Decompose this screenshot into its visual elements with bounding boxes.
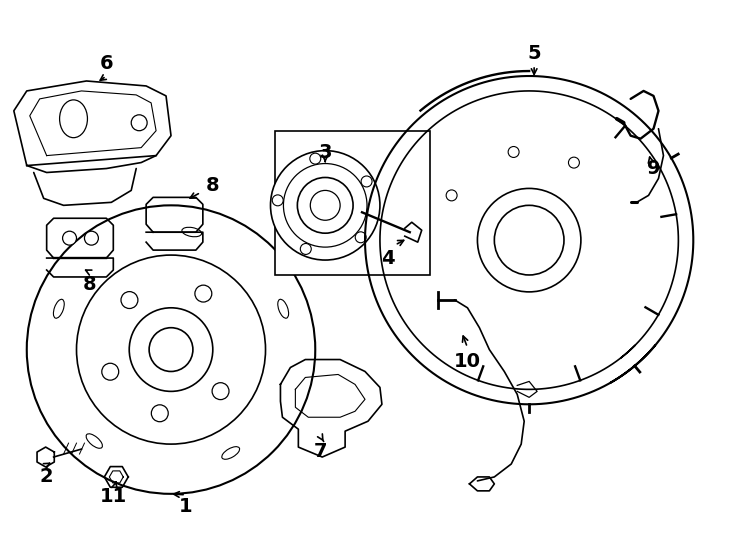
Circle shape	[494, 205, 564, 275]
Ellipse shape	[131, 115, 147, 131]
Circle shape	[272, 195, 283, 206]
Circle shape	[297, 178, 353, 233]
Circle shape	[310, 191, 340, 220]
Bar	[275, 131, 429, 275]
Text: 10: 10	[454, 352, 481, 371]
Circle shape	[568, 157, 579, 168]
Text: 4: 4	[381, 248, 395, 267]
Text: 1: 1	[179, 497, 193, 516]
Ellipse shape	[86, 434, 103, 448]
Text: 11: 11	[100, 487, 127, 507]
Text: 6: 6	[100, 53, 113, 72]
Circle shape	[271, 151, 380, 260]
Circle shape	[310, 153, 321, 164]
Ellipse shape	[182, 227, 202, 237]
Text: 7: 7	[313, 442, 327, 461]
Circle shape	[361, 176, 372, 187]
Ellipse shape	[222, 447, 239, 460]
Text: 8: 8	[206, 176, 219, 195]
Ellipse shape	[277, 299, 288, 318]
Text: 8: 8	[83, 275, 96, 294]
Circle shape	[84, 231, 98, 245]
Ellipse shape	[59, 100, 87, 138]
Circle shape	[446, 190, 457, 201]
Circle shape	[508, 146, 519, 158]
Text: 2: 2	[40, 468, 54, 487]
Circle shape	[283, 164, 367, 247]
Circle shape	[477, 188, 581, 292]
Text: 5: 5	[527, 44, 541, 63]
Ellipse shape	[54, 299, 65, 318]
Text: 9: 9	[647, 159, 661, 178]
Circle shape	[355, 232, 366, 243]
Circle shape	[62, 231, 76, 245]
Circle shape	[300, 244, 311, 254]
Text: 3: 3	[319, 143, 332, 162]
